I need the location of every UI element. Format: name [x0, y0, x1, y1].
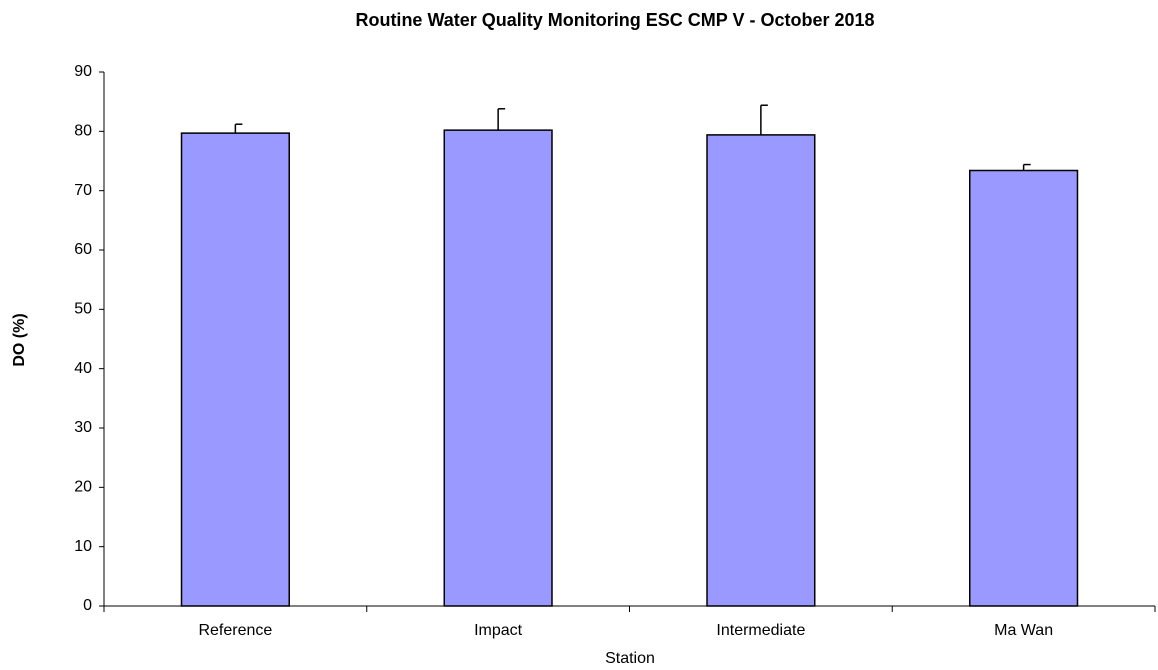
y-axis-title: DO (%) — [11, 313, 28, 366]
bar — [706, 134, 816, 607]
y-tick-label: 10 — [74, 538, 92, 555]
x-tick-label: Ma Wan — [994, 622, 1053, 639]
y-tick-label: 0 — [83, 597, 92, 614]
bar — [443, 129, 553, 607]
y-tick-label: 30 — [74, 419, 92, 436]
y-tick-label: 50 — [74, 301, 92, 318]
y-tick-label: 20 — [74, 479, 92, 496]
x-tick-label: Impact — [474, 622, 523, 639]
error-bar — [234, 123, 243, 134]
bar — [969, 169, 1079, 607]
y-tick-label: 40 — [74, 360, 92, 377]
y-tick-label: 70 — [74, 182, 92, 199]
x-axis-title: Station — [605, 650, 655, 667]
error-bar — [760, 104, 768, 135]
error-bar — [497, 108, 506, 131]
bar — [180, 132, 290, 607]
error-bar — [1022, 163, 1031, 171]
x-tick-label: Reference — [198, 622, 272, 639]
y-tick-label: 80 — [74, 123, 92, 140]
x-tick-label: Intermediate — [716, 622, 805, 639]
chart-title: Routine Water Quality Monitoring ESC CMP… — [355, 10, 874, 30]
y-tick-label: 60 — [74, 241, 92, 258]
y-tick-label: 90 — [74, 63, 92, 80]
